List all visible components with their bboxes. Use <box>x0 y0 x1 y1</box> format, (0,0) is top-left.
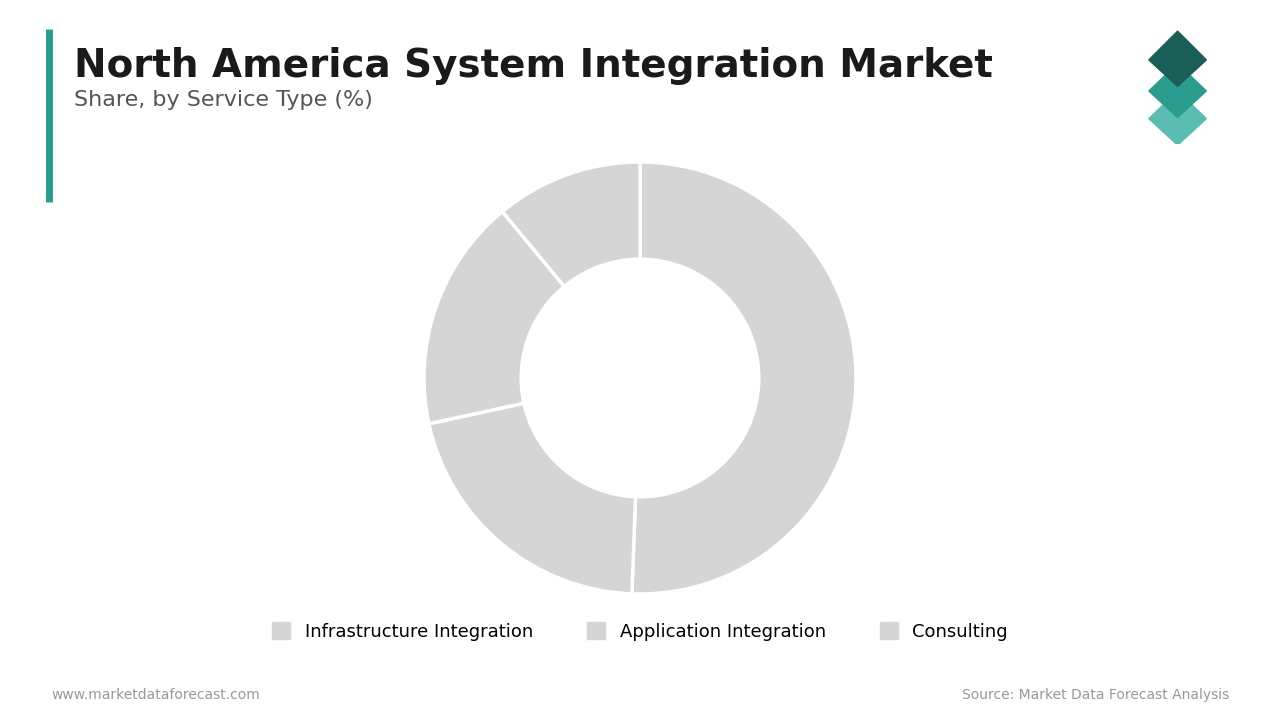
Polygon shape <box>1149 91 1207 145</box>
Wedge shape <box>429 403 636 594</box>
Wedge shape <box>502 162 640 287</box>
Legend: Infrastructure Integration, Application Integration, Consulting: Infrastructure Integration, Application … <box>264 613 1016 649</box>
Text: Source: Market Data Forecast Analysis: Source: Market Data Forecast Analysis <box>961 688 1229 702</box>
Text: North America System Integration Market: North America System Integration Market <box>74 47 993 85</box>
Wedge shape <box>632 162 856 594</box>
Text: www.marketdataforecast.com: www.marketdataforecast.com <box>51 688 260 702</box>
Polygon shape <box>1149 31 1207 86</box>
Text: Share, by Service Type (%): Share, by Service Type (%) <box>74 90 372 110</box>
Polygon shape <box>1149 63 1207 117</box>
Wedge shape <box>424 212 564 424</box>
